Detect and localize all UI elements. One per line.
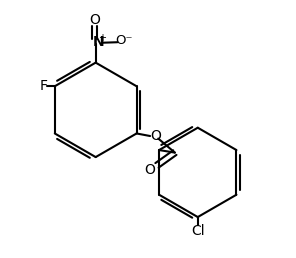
Text: O: O xyxy=(150,129,161,143)
Text: F: F xyxy=(39,79,47,93)
Text: O⁻: O⁻ xyxy=(115,35,133,47)
Text: O: O xyxy=(145,164,155,178)
Text: Cl: Cl xyxy=(191,224,205,238)
Text: +: + xyxy=(98,33,106,43)
Text: N: N xyxy=(92,35,104,49)
Text: O: O xyxy=(89,13,100,27)
